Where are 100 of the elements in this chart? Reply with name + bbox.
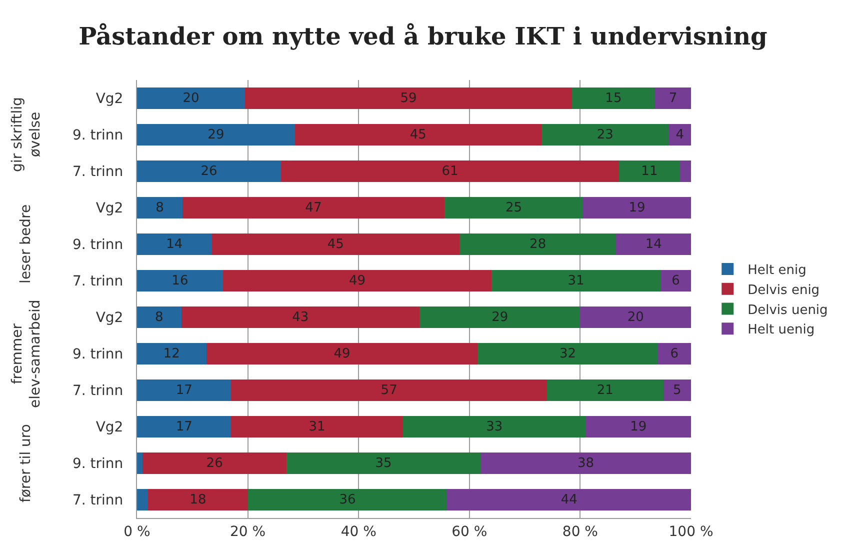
data-label: 7 bbox=[668, 90, 678, 106]
bar bbox=[492, 270, 661, 292]
bar bbox=[248, 488, 448, 511]
bar bbox=[616, 233, 691, 256]
x-tick-label: 60 % bbox=[452, 524, 488, 540]
bar bbox=[137, 416, 232, 438]
data-label: 8 bbox=[156, 200, 164, 216]
data-label: 35 bbox=[375, 456, 392, 471]
data-label: 44 bbox=[560, 492, 578, 508]
data-label: 16 bbox=[172, 273, 188, 288]
data-label: 6 bbox=[670, 346, 679, 362]
legend-label: Helt uenig bbox=[748, 322, 815, 338]
bar bbox=[402, 416, 586, 438]
bar bbox=[137, 270, 223, 292]
data-label: 59 bbox=[400, 90, 417, 106]
data-label: 6 bbox=[672, 273, 680, 288]
bar bbox=[148, 488, 248, 511]
y-tick-label: 7. trinn bbox=[72, 492, 124, 509]
data-label: 14 bbox=[166, 236, 183, 252]
bar bbox=[582, 196, 691, 219]
bar bbox=[663, 379, 691, 402]
bar bbox=[137, 87, 246, 110]
data-label: 26 bbox=[206, 456, 223, 471]
bar bbox=[137, 452, 143, 474]
data-label: 4 bbox=[676, 127, 684, 142]
bar bbox=[231, 379, 547, 402]
text: leser bedre bbox=[18, 204, 34, 284]
bar bbox=[541, 124, 669, 146]
bar bbox=[222, 270, 492, 292]
bar bbox=[137, 306, 182, 328]
data-label: 11 bbox=[641, 164, 658, 179]
data-label: 45 bbox=[410, 127, 426, 142]
y-tick-label: Vg2 bbox=[96, 91, 124, 108]
data-label: 18 bbox=[190, 492, 206, 508]
data-label: 45 bbox=[327, 236, 344, 252]
data-label: 38 bbox=[577, 456, 594, 471]
bar bbox=[444, 196, 583, 219]
bar bbox=[181, 306, 420, 328]
y-tick-label: 9. trinn bbox=[72, 456, 124, 472]
data-label: 20 bbox=[627, 310, 644, 325]
chart-title: Påstander om nytte ved å bruke IKT i undervisning bbox=[78, 22, 768, 51]
bar bbox=[286, 452, 480, 474]
bar bbox=[658, 342, 691, 365]
text: fører til uro bbox=[18, 424, 34, 502]
bar bbox=[480, 452, 691, 474]
text: fremmer elev-samarbeid bbox=[9, 300, 44, 408]
x-tick-label: 40 % bbox=[340, 524, 376, 540]
bar bbox=[680, 160, 691, 182]
bar bbox=[580, 306, 691, 328]
data-label: 23 bbox=[596, 127, 614, 142]
bar bbox=[142, 452, 287, 474]
legend-label: Delvis uenig bbox=[748, 302, 828, 318]
data-label: 28 bbox=[530, 236, 546, 252]
data-label: 14 bbox=[645, 236, 662, 252]
data-label: 8 bbox=[155, 310, 164, 325]
bar bbox=[212, 233, 460, 256]
bar bbox=[281, 160, 619, 182]
data-label: 32 bbox=[559, 346, 576, 362]
bar bbox=[668, 124, 691, 146]
bar bbox=[137, 196, 182, 219]
y-tick-label: Vg2 bbox=[96, 420, 124, 436]
bar bbox=[182, 196, 444, 219]
x-tick-label: 20 % bbox=[230, 524, 266, 540]
y-tick-label: 7. trinn bbox=[72, 274, 124, 290]
bar bbox=[294, 124, 542, 146]
bar bbox=[137, 342, 206, 365]
bar bbox=[137, 379, 232, 402]
data-label: 49 bbox=[334, 346, 350, 362]
data-label: 57 bbox=[380, 382, 398, 398]
bar bbox=[478, 342, 658, 365]
bar bbox=[654, 87, 691, 110]
data-label: 19 bbox=[630, 419, 647, 434]
data-label: 15 bbox=[605, 90, 622, 106]
y-tick-label: 9. trinn bbox=[72, 346, 124, 363]
bar bbox=[586, 416, 691, 438]
data-label: 21 bbox=[596, 382, 614, 398]
data-label: 26 bbox=[200, 164, 218, 179]
y-tick-label: 7. trinn bbox=[72, 383, 124, 400]
data-label: 49 bbox=[348, 273, 366, 288]
data-label: 5 bbox=[673, 382, 682, 398]
legend-label: Helt enig bbox=[748, 263, 806, 278]
y-tick-label: 9. trinn bbox=[72, 128, 124, 144]
bar bbox=[546, 379, 664, 402]
data-label: 20 bbox=[182, 90, 200, 106]
data-label: 29 bbox=[492, 310, 508, 325]
text: gir skriftlig øvelse bbox=[9, 97, 44, 172]
bar bbox=[618, 160, 680, 182]
x-tick-label: 80 % bbox=[562, 524, 598, 540]
bar bbox=[245, 87, 572, 110]
y-tick-label: 9. trinn bbox=[72, 237, 124, 254]
data-label: 61 bbox=[442, 164, 458, 179]
legend-label: Delvis enig bbox=[748, 282, 820, 298]
data-label: 12 bbox=[163, 346, 180, 362]
bar bbox=[447, 488, 691, 511]
y-tick-label: Vg2 bbox=[96, 310, 124, 326]
bar bbox=[459, 233, 616, 256]
data-label: 31 bbox=[308, 419, 326, 434]
data-label: 31 bbox=[568, 273, 584, 288]
data-label: 47 bbox=[305, 200, 322, 216]
data-label: 17 bbox=[176, 382, 192, 398]
